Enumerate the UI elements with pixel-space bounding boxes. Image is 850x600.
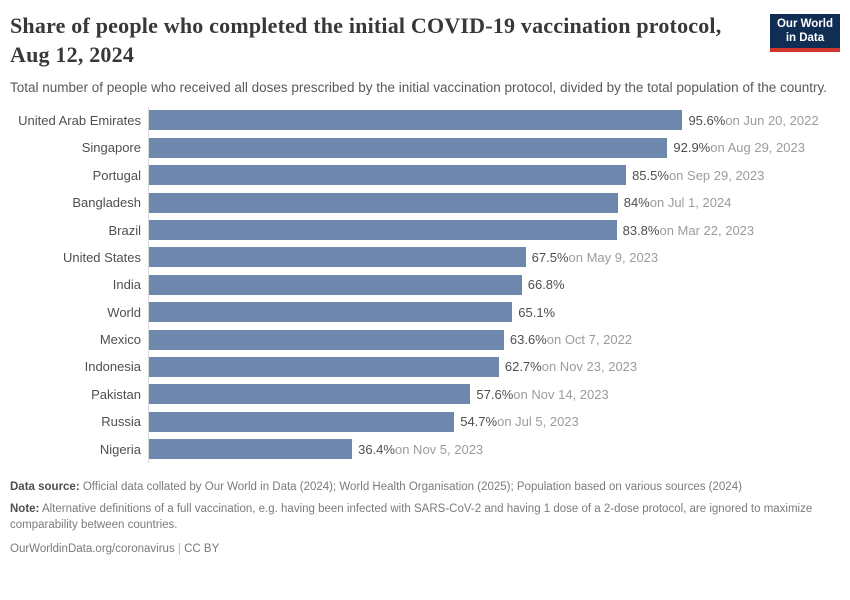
bar-track: 62.7% on Nov 23, 2023 [148, 353, 840, 381]
country-label: Singapore [81, 140, 141, 156]
bar-track: 63.6% on Oct 7, 2022 [148, 325, 840, 354]
separator: | [177, 542, 181, 555]
license-label: CC BY [184, 542, 220, 555]
date-label: on Mar 22, 2023 [659, 222, 755, 238]
country-label: Russia [101, 414, 141, 430]
bar[interactable] [149, 356, 499, 377]
date-label: on Nov 14, 2023 [513, 386, 609, 402]
chart-row: Bangladesh 84% on Jul 1, 2024 [10, 188, 840, 217]
bar[interactable] [149, 137, 668, 158]
note-line: Note: Alternative definitions of a full … [10, 501, 822, 534]
bar-track: 65.1% [148, 298, 840, 326]
bar[interactable] [149, 439, 353, 460]
chart-row: Portugal 85.5% on Sep 29, 2023 [10, 161, 840, 189]
owid-logo-line1: Our World [776, 18, 833, 30]
country-label: United States [62, 249, 141, 265]
country-label: Bangladesh [72, 195, 141, 211]
date-label: on Nov 23, 2023 [541, 359, 638, 375]
attribution-line: OurWorldinData.org/coronavirus | CC BY [10, 541, 822, 557]
bar[interactable] [149, 411, 455, 432]
country-label: Nigeria [99, 441, 141, 457]
bar[interactable] [149, 274, 522, 295]
data-source-text: Official data collated by Our World in D… [79, 480, 742, 493]
date-label: on Jun 20, 2022 [725, 112, 819, 128]
bar[interactable] [149, 302, 513, 323]
chart-row: Russia 54.7% on Jul 5, 2023 [10, 408, 840, 436]
country-label: Pakistan [91, 386, 141, 402]
value-label: 36.4% [358, 441, 395, 457]
bar-track: 83.8% on Mar 22, 2023 [148, 216, 840, 244]
chart-row: World 65.1% [10, 298, 840, 326]
chart-row: Nigeria 36.4% on Nov 5, 2023 [10, 435, 840, 463]
bar[interactable] [149, 110, 683, 131]
value-label: 95.6% [688, 112, 726, 128]
date-label: on Sep 29, 2023 [668, 167, 765, 183]
date-label: on Aug 29, 2023 [710, 140, 805, 156]
date-label: on Jul 1, 2024 [649, 195, 732, 211]
date-label: on Jul 5, 2023 [497, 414, 579, 430]
value-label: 62.7% [504, 359, 542, 375]
bar[interactable] [149, 220, 617, 240]
data-source-line: Data source: Official data collated by O… [10, 479, 822, 495]
chart-row: United Arab Emirates 95.6% on Jun 20, 20… [10, 106, 840, 135]
country-label: Mexico [99, 332, 141, 348]
date-label: on Nov 5, 2023 [394, 441, 484, 457]
value-label: 65.1% [518, 304, 556, 320]
data-source-label: Data source: [10, 480, 80, 493]
value-label: 92.9% [673, 140, 711, 156]
page-title: Share of people who completed the initia… [10, 13, 722, 67]
bar-track: 84% on Jul 1, 2024 [148, 188, 840, 217]
chart-row: Pakistan 57.6% on Nov 14, 2023 [10, 380, 840, 409]
bar-track: 66.8% [148, 271, 840, 299]
note-label: Note: [10, 503, 40, 516]
bar[interactable] [149, 247, 526, 268]
value-label: 63.6% [509, 332, 547, 348]
value-label: 84% [623, 195, 650, 211]
country-label: Indonesia [84, 359, 141, 375]
bar-track: 54.7% on Jul 5, 2023 [148, 408, 840, 436]
value-label: 67.5% [531, 249, 569, 265]
value-label: 83.8% [622, 222, 660, 238]
country-label: United Arab Emirates [18, 112, 141, 128]
owid-link[interactable]: OurWorldinData.org/coronavirus [10, 542, 175, 555]
page-subtitle: Total number of people who received all … [10, 80, 827, 96]
chart-row: Brazil 83.8% on Mar 22, 2023 [10, 216, 840, 244]
chart-row: United States 67.5% on May 9, 2023 [10, 243, 840, 272]
value-label: 66.8% [527, 277, 565, 293]
bar[interactable] [149, 384, 471, 405]
value-label: 85.5% [632, 167, 669, 183]
chart-row: Indonesia 62.7% on Nov 23, 2023 [10, 353, 840, 381]
chart-row: India 66.8% [10, 271, 840, 299]
country-label: World [107, 304, 141, 320]
bar[interactable] [149, 165, 627, 186]
country-label: Brazil [108, 222, 141, 238]
value-label: 57.6% [476, 386, 514, 402]
bar[interactable] [149, 329, 504, 350]
date-label: on Oct 7, 2022 [546, 332, 633, 348]
bar-track: 57.6% on Nov 14, 2023 [148, 380, 840, 409]
country-label: India [112, 277, 141, 293]
bar-track: 85.5% on Sep 29, 2023 [148, 161, 840, 189]
owid-logo[interactable]: Our World in Data [769, 14, 840, 52]
footer: Data source: Official data collated by O… [10, 479, 822, 557]
value-label: 54.7% [460, 414, 498, 430]
date-label: on May 9, 2023 [568, 249, 659, 265]
chart-row: Mexico 63.6% on Oct 7, 2022 [10, 325, 840, 354]
bar-track: 67.5% on May 9, 2023 [148, 243, 840, 272]
note-text: Alternative definitions of a full vaccin… [10, 503, 813, 532]
owid-logo-line2: in Data [785, 31, 825, 44]
bar-track: 92.9% on Aug 29, 2023 [148, 134, 840, 162]
bar-track: 95.6% on Jun 20, 2022 [148, 106, 840, 135]
bar[interactable] [149, 192, 618, 213]
bar-track: 36.4% on Nov 5, 2023 [148, 435, 840, 463]
chart-row: Singapore 92.9% on Aug 29, 2023 [10, 134, 840, 162]
bar-chart: United Arab Emirates 95.6% on Jun 20, 20… [10, 106, 840, 463]
country-label: Portugal [92, 167, 141, 183]
